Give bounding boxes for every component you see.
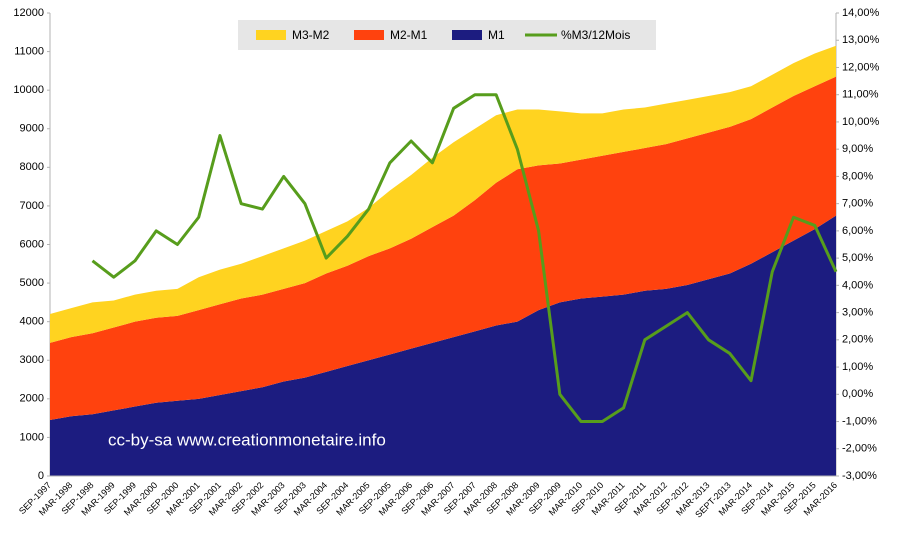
y2-tick-label: 7,00% bbox=[842, 198, 873, 210]
y2-tick-label: -3,00% bbox=[842, 470, 877, 482]
y2-tick-label: 10,00% bbox=[842, 116, 880, 128]
y2-tick-label: 9,00% bbox=[842, 143, 873, 155]
y-tick-label: 12000 bbox=[13, 7, 44, 19]
y2-tick-label: 1,00% bbox=[842, 361, 873, 373]
legend-swatch bbox=[354, 30, 384, 40]
y-tick-label: 10000 bbox=[13, 84, 44, 96]
line bbox=[91, 93, 838, 424]
y2-tick-label: 5,00% bbox=[842, 252, 873, 264]
legend-swatch bbox=[452, 30, 482, 40]
y-tick-label: 2000 bbox=[20, 393, 44, 405]
y2-tick-label: 13,00% bbox=[842, 34, 880, 46]
y2-tick-label: 14,00% bbox=[842, 7, 880, 19]
y2-tick-label: -2,00% bbox=[842, 443, 877, 455]
y-tick-label: 0 bbox=[38, 470, 44, 482]
y2-tick-label: 3,00% bbox=[842, 306, 873, 318]
y2-tick-label: 11,00% bbox=[842, 89, 879, 101]
legend-label: M1 bbox=[488, 28, 505, 42]
y-tick-label: 11000 bbox=[14, 45, 44, 57]
legend-label: %M3/12Mois bbox=[561, 28, 630, 42]
y2-tick-label: 12,00% bbox=[842, 61, 880, 73]
y-tick-label: 1000 bbox=[20, 431, 44, 443]
y2-tick-label: 6,00% bbox=[842, 225, 873, 237]
annotation: cc-by-sa www.creationmonetaire.info bbox=[108, 430, 386, 449]
y-tick-label: 6000 bbox=[20, 238, 44, 250]
y-tick-label: 9000 bbox=[20, 123, 44, 135]
y-tick-label: 4000 bbox=[20, 316, 44, 328]
area bbox=[50, 45, 836, 343]
y-tick-label: 8000 bbox=[20, 161, 44, 173]
y-tick-label: 5000 bbox=[20, 277, 44, 289]
area bbox=[50, 76, 836, 421]
y2-tick-label: 2,00% bbox=[842, 334, 873, 346]
y-tick-label: 3000 bbox=[20, 354, 44, 366]
y2-tick-label: -1,00% bbox=[842, 415, 877, 427]
legend-swatch bbox=[256, 30, 286, 40]
legend-box bbox=[238, 20, 656, 50]
y2-tick-label: 4,00% bbox=[842, 279, 873, 291]
y2-tick-label: 0,00% bbox=[842, 388, 873, 400]
legend-label: M2-M1 bbox=[390, 28, 428, 42]
y-tick-label: 7000 bbox=[20, 200, 44, 212]
area bbox=[50, 215, 836, 476]
y2-tick-label: 8,00% bbox=[842, 170, 873, 182]
legend-label: M3-M2 bbox=[292, 28, 330, 42]
